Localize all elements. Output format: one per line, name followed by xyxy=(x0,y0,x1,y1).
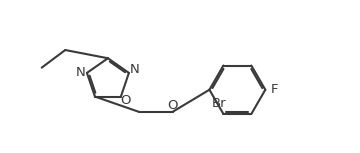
Text: O: O xyxy=(167,99,178,112)
Text: Br: Br xyxy=(212,97,226,110)
Text: N: N xyxy=(76,66,86,79)
Text: N: N xyxy=(129,63,139,76)
Text: O: O xyxy=(120,94,131,107)
Text: F: F xyxy=(271,83,279,96)
